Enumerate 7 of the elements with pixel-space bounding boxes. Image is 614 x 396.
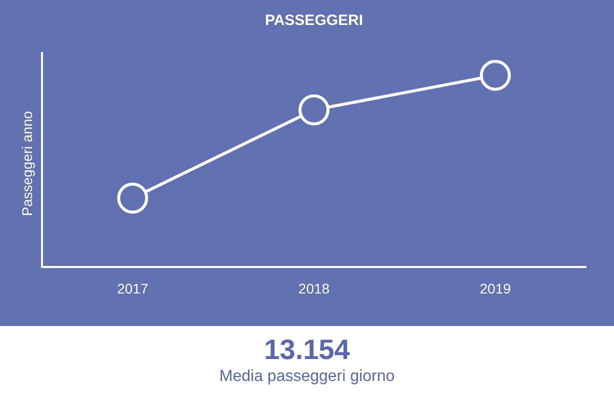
y-axis-title: Passeggeri anno <box>19 110 35 216</box>
chart-title: PASSEGGERI <box>264 12 364 30</box>
x-tick-label: 2018 <box>298 280 330 296</box>
x-tick-label: 2019 <box>480 280 512 296</box>
text: Media passeggeri giorno <box>218 367 396 387</box>
text: 13.154 <box>263 334 351 366</box>
x-tick-label: 2017 <box>117 280 148 296</box>
